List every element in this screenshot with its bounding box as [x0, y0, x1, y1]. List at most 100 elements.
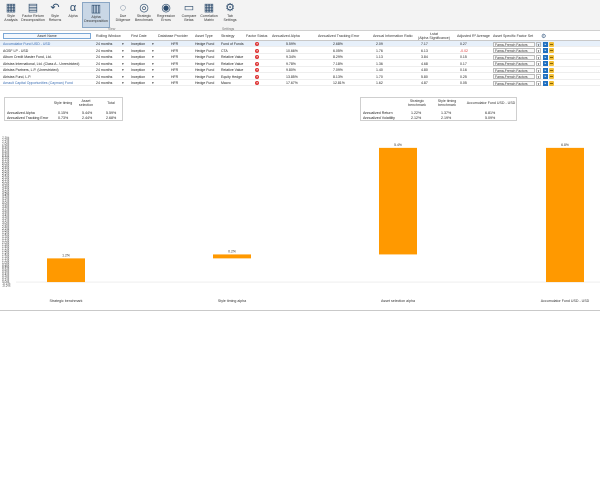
factor-set-select[interactable]: Fama-French Factors — [493, 74, 535, 79]
rolling-window-cell[interactable]: 24 months — [96, 68, 113, 72]
edit-factors-icon[interactable]: ▸ — [543, 80, 548, 86]
first-date-cell[interactable]: Inception — [131, 68, 146, 72]
chevron-down-icon[interactable]: ▾ — [152, 55, 154, 59]
header-t-stat[interactable]: t-stat (Alpha Significance) — [418, 32, 450, 40]
chevron-down-icon[interactable]: ▾ — [536, 61, 541, 66]
chart-bar[interactable] — [379, 147, 417, 255]
first-date-cell[interactable]: Inception — [131, 42, 146, 46]
first-date-cell[interactable]: Inception — [131, 61, 146, 66]
chevron-down-icon[interactable]: ▾ — [122, 68, 124, 72]
table-row[interactable]: Album Credit Master Fund, Ltd. 24 months I… — [0, 54, 600, 60]
ribbon-button-strategic-benchmark[interactable]: ◎ Strategic Benchmark — [134, 2, 154, 28]
factor-status-warning-icon[interactable]: ? — [255, 48, 259, 53]
first-date-cell[interactable]: Inception — [131, 81, 146, 85]
edit-factors-icon[interactable]: ▸ — [543, 67, 548, 73]
first-date-cell[interactable]: Inception — [131, 48, 146, 53]
chevron-down-icon[interactable]: ▾ — [152, 48, 154, 53]
ribbon-button-compare-betas[interactable]: ▭ Compare Betas — [181, 2, 197, 28]
ribbon-button-style-analysis[interactable]: ▦ Style Analysis — [2, 2, 20, 28]
first-date-cell[interactable]: Inception — [131, 55, 146, 59]
factor-set-select[interactable]: Fama-French Factors — [493, 61, 535, 66]
table-row[interactable]: Alrisiea International, Ltd. (Class A - … — [0, 61, 600, 67]
table-row[interactable]: AGSF LP - USD 24 months Inception HFR Hedge … — [0, 48, 600, 54]
folder-icon[interactable]: ▬ — [549, 41, 554, 47]
chevron-down-icon[interactable]: ▾ — [122, 74, 124, 79]
chevron-down-icon[interactable]: ▾ — [122, 55, 124, 59]
chevron-down-icon[interactable]: ▾ — [536, 48, 541, 53]
header-annual-information-ratio[interactable]: Annual Information Ratio — [373, 34, 413, 38]
header-asset-specific-factor-set[interactable]: Asset Specific Factor Set — [493, 34, 534, 38]
table-row[interactable]: Amault Capital Opportunities (Cayman) Fu… — [0, 80, 600, 86]
folder-icon[interactable]: ▬ — [549, 74, 554, 79]
table-row[interactable]: Alrisiea Fund, L.P. 24 months Inception HFR… — [0, 74, 600, 80]
chevron-down-icon[interactable]: ▾ — [152, 42, 154, 46]
chevron-down-icon[interactable]: ▾ — [536, 74, 541, 79]
chevron-down-icon[interactable]: ▾ — [536, 67, 541, 73]
header-asset-type[interactable]: Asset Type — [195, 34, 213, 38]
folder-icon[interactable]: ▬ — [549, 61, 554, 66]
chevron-down-icon[interactable]: ▾ — [122, 42, 124, 46]
chevron-down-icon[interactable]: ▾ — [152, 68, 154, 72]
chevron-down-icon[interactable]: ▾ — [122, 48, 124, 53]
header-annualized-alpha[interactable]: Annualized Alpha — [272, 34, 300, 38]
header-annualized-tracking-error[interactable]: Annualized Tracking Error — [318, 34, 360, 38]
header-first-date[interactable]: First Date — [131, 34, 147, 38]
factor-status-warning-icon[interactable]: ? — [255, 42, 259, 46]
factor-status-warning-icon[interactable]: ? — [255, 68, 259, 72]
edit-factors-icon[interactable]: ▸ — [543, 48, 548, 53]
edit-factors-icon[interactable]: ▸ — [543, 41, 548, 47]
information-ratio-cell: 1.70 — [376, 74, 383, 79]
ribbon-button-factor-return[interactable]: ▤ Factor Return Decomposition — [21, 2, 45, 28]
ribbon-button-style-returns[interactable]: ↶ Style Returns — [47, 2, 63, 28]
rolling-window-cell[interactable]: 24 months — [96, 74, 113, 79]
factor-set-select[interactable]: Fama-French Factors — [493, 54, 535, 60]
ribbon-button-alpha[interactable]: α Alpha — [67, 2, 79, 28]
ribbon-button-due-diligence[interactable]: ◌ Due Diligence — [115, 2, 131, 28]
table-row[interactable]: Accumulator Fund USD - USD 24 months Incep… — [0, 41, 600, 47]
folder-icon[interactable]: ▬ — [549, 80, 554, 86]
factor-status-warning-icon[interactable]: ? — [255, 74, 259, 79]
factor-set-select[interactable]: Fama-French Factors — [493, 41, 535, 47]
chart-bar[interactable] — [546, 147, 584, 283]
factor-set-select[interactable]: Fama-French Factors — [493, 80, 535, 86]
edit-factors-icon[interactable]: ▸ — [543, 54, 548, 60]
chevron-down-icon[interactable]: ▾ — [152, 74, 154, 79]
table-row[interactable]: Alrisiea Partners, L.P. (Unrestricted) 24… — [0, 67, 600, 73]
edit-factors-icon[interactable]: ▸ — [543, 74, 548, 79]
ribbon-button-alpha-decomposition[interactable]: ▥ Alpha Decomposition — [82, 2, 110, 28]
chevron-down-icon[interactable]: ▾ — [152, 61, 154, 66]
rolling-window-cell[interactable]: 24 months — [96, 55, 113, 59]
first-date-cell[interactable]: Inception — [131, 74, 146, 79]
rolling-window-cell[interactable]: 24 months — [96, 61, 113, 66]
chevron-down-icon[interactable]: ▾ — [536, 41, 541, 47]
header-strategy[interactable]: Strategy — [221, 34, 235, 38]
ribbon-button-correlation-matrix[interactable]: ▦ Correlation Matrix — [198, 2, 220, 28]
chevron-down-icon[interactable]: ▾ — [536, 80, 541, 86]
gear-icon[interactable]: ⚙ — [541, 34, 547, 40]
rolling-window-cell[interactable]: 24 months — [96, 42, 113, 46]
header-rolling-window[interactable]: Rolling Window — [96, 34, 121, 38]
edit-factors-icon[interactable]: ▸ — [543, 61, 548, 66]
folder-icon[interactable]: ▬ — [549, 67, 554, 73]
factor-status-warning-icon[interactable]: ? — [255, 81, 259, 85]
folder-icon[interactable]: ▬ — [549, 48, 554, 53]
chart-bar[interactable] — [47, 258, 85, 283]
rolling-window-cell[interactable]: 24 months — [96, 48, 113, 53]
factor-status-warning-icon[interactable]: ? — [255, 55, 259, 59]
factor-status-warning-icon[interactable]: ? — [255, 61, 259, 66]
header-adjusted-r2[interactable]: Adjusted R² Average — [457, 34, 490, 38]
folder-icon[interactable]: ▬ — [549, 54, 554, 60]
chart-bar[interactable] — [213, 254, 251, 259]
header-database-provider[interactable]: Database Provider — [158, 34, 188, 38]
ribbon-button-tab-settings[interactable]: ⚙ Tab Settings — [221, 2, 239, 28]
header-factor-status[interactable]: Factor Status — [246, 34, 268, 38]
ribbon-button-regression-errors[interactable]: ◉ Regression Errors — [156, 2, 176, 28]
header-asset-name[interactable]: Asset Name — [3, 33, 91, 39]
rolling-window-cell[interactable]: 24 months — [96, 81, 113, 85]
chevron-down-icon[interactable]: ▾ — [122, 81, 124, 85]
chevron-down-icon[interactable]: ▾ — [152, 81, 154, 85]
factor-set-select[interactable]: Fama-French Factors — [493, 67, 535, 73]
factor-set-select[interactable]: Fama-French Factors — [493, 48, 535, 53]
chevron-down-icon[interactable]: ▾ — [122, 61, 124, 66]
chevron-down-icon[interactable]: ▾ — [536, 54, 541, 60]
